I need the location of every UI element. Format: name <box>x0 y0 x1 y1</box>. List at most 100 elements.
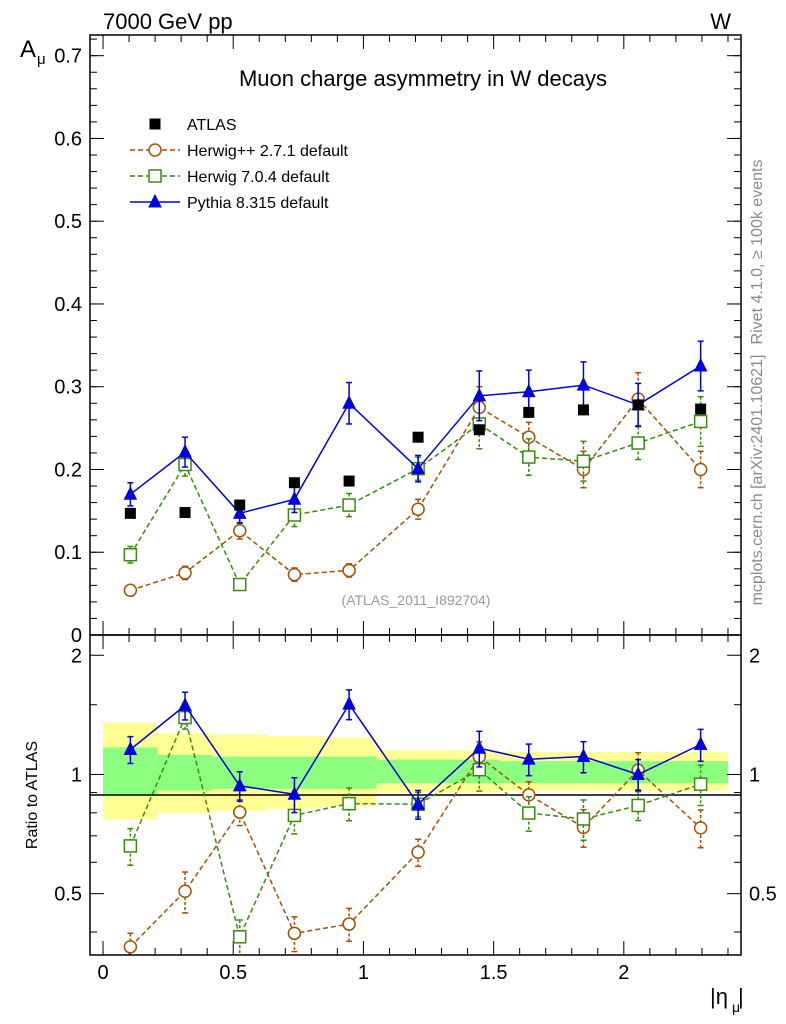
ratio-line-square <box>129 715 701 940</box>
mcplots-label: mcplots.cern.ch [arXiv:2401.10621] <box>749 355 766 606</box>
main-point-atlas <box>288 477 300 489</box>
ratio-point-circle <box>287 926 302 941</box>
main-point-atlas <box>577 404 589 416</box>
ratio-panel-frame <box>89 634 742 956</box>
process-label: W <box>710 9 731 34</box>
ratio-point-triangle <box>178 697 192 712</box>
legend-marker-triangle <box>148 193 162 208</box>
band-inner-7 <box>498 761 557 784</box>
ratio-series <box>123 689 708 955</box>
main-point-triangle <box>178 443 192 458</box>
main-ylabel: A μ <box>20 36 46 68</box>
main-point-triangle <box>232 505 247 519</box>
axis-ticks: 0 0.1 0.2 0.3 0.4 0.5 0.6 0.7 0 0.5 1 1.5 2 0.5 0.5 1 1 2… <box>54 35 777 984</box>
ratio-point-triangle <box>472 740 487 754</box>
main-line-circle <box>130 397 702 592</box>
svg-text:|η: |η <box>710 984 728 1009</box>
main-point-atlas <box>124 507 136 519</box>
xtick-label: 0 <box>97 962 108 984</box>
xtick-label: 1.5 <box>480 962 508 984</box>
ratio-point-square <box>576 812 591 826</box>
ratio-point-square <box>342 796 356 811</box>
ratio-point-square <box>631 798 645 813</box>
ratio-point-circle <box>693 821 708 835</box>
ratio-point-square <box>232 930 247 944</box>
main-point-square <box>342 498 356 512</box>
legend-label: Herwig 7.0.4 default <box>187 169 330 186</box>
legend-marker-atlas <box>149 118 161 130</box>
ratio-point-triangle <box>693 736 708 751</box>
ratio-point-circle <box>232 805 247 819</box>
band-inner-4 <box>321 756 377 789</box>
ratio-point-triangle <box>631 766 645 780</box>
ratio-point-triangle <box>521 751 536 765</box>
ratio-ylabel: Ratio to ATLAS <box>24 741 41 849</box>
main-point-atlas <box>632 399 644 411</box>
legend-marker-circle <box>148 143 162 157</box>
ratio-point-circle <box>178 884 192 899</box>
chart-title: Muon charge asymmetry in W decays <box>239 66 607 91</box>
main-point-atlas <box>412 431 424 443</box>
main-point-triangle <box>123 486 138 500</box>
band-inner-1 <box>157 754 213 791</box>
main-point-triangle <box>287 491 302 505</box>
legend-marker-square <box>148 169 162 183</box>
ratio-point-circle <box>411 845 425 860</box>
main-point-atlas <box>473 424 485 436</box>
main-point-atlas <box>523 406 535 418</box>
main-point-circle <box>411 502 425 516</box>
main-point-triangle <box>693 357 708 372</box>
main-ytick-label: 0.7 <box>54 46 82 68</box>
main-point-triangle <box>472 387 487 402</box>
main-point-circle <box>342 563 356 578</box>
ratio-ytick-label-right: 2 <box>749 645 760 667</box>
main-point-square <box>631 436 645 450</box>
main-point-square <box>123 547 138 562</box>
main-point-atlas <box>234 499 246 511</box>
main-point-square <box>693 414 708 429</box>
main-point-circle <box>232 523 247 538</box>
main-point-square <box>232 577 247 592</box>
ratio-ytick-label: 1 <box>71 764 82 786</box>
ratio-point-circle <box>522 788 536 802</box>
main-point-atlas <box>695 403 707 415</box>
legend-label: Herwig++ 2.7.1 default <box>187 143 349 160</box>
ratio-point-triangle <box>123 741 138 756</box>
main-ytick-label: 0.5 <box>54 211 82 233</box>
svg-text:A: A <box>20 36 36 63</box>
ratio-point-circle <box>123 940 138 954</box>
energy-label: 7000 GeV pp <box>103 9 233 34</box>
main-ytick-label: 0.4 <box>54 294 82 316</box>
main-ytick-label: 0 <box>71 625 82 647</box>
ratio-point-triangle <box>411 796 425 810</box>
band-inner-10 <box>670 761 728 784</box>
main-point-triangle <box>342 395 356 409</box>
ratio-point-triangle <box>287 786 302 800</box>
main-point-square <box>576 454 591 468</box>
legend-label: ATLAS <box>187 117 237 134</box>
main-point-triangle <box>521 383 536 398</box>
main-point-atlas <box>343 475 355 487</box>
main-point-circle <box>287 567 302 582</box>
main-series <box>123 340 708 598</box>
main-point-square <box>522 450 536 464</box>
main-point-triangle <box>411 460 425 475</box>
ratio-point-triangle <box>342 696 356 710</box>
ratio-ytick-label: 0.5 <box>54 884 82 906</box>
main-ytick-label: 0.6 <box>54 128 82 150</box>
ratio-point-square <box>123 839 138 853</box>
band-inner-5 <box>376 759 460 784</box>
svg-text:|: | <box>738 984 744 1009</box>
main-ytick-label: 0.2 <box>54 459 82 481</box>
main-point-atlas <box>179 507 191 519</box>
main-ytick-label: 0.1 <box>54 542 82 564</box>
xtick-label: 1 <box>358 962 369 984</box>
ratio-point-triangle <box>576 748 591 763</box>
ratio-point-circle <box>342 917 356 931</box>
xtick-label: 0.5 <box>219 962 247 984</box>
ratio-point-triangle <box>232 777 247 792</box>
ratio-ytick-label-right: 1 <box>749 764 760 786</box>
main-point-triangle <box>576 376 591 391</box>
ratio-point-square <box>693 777 708 791</box>
